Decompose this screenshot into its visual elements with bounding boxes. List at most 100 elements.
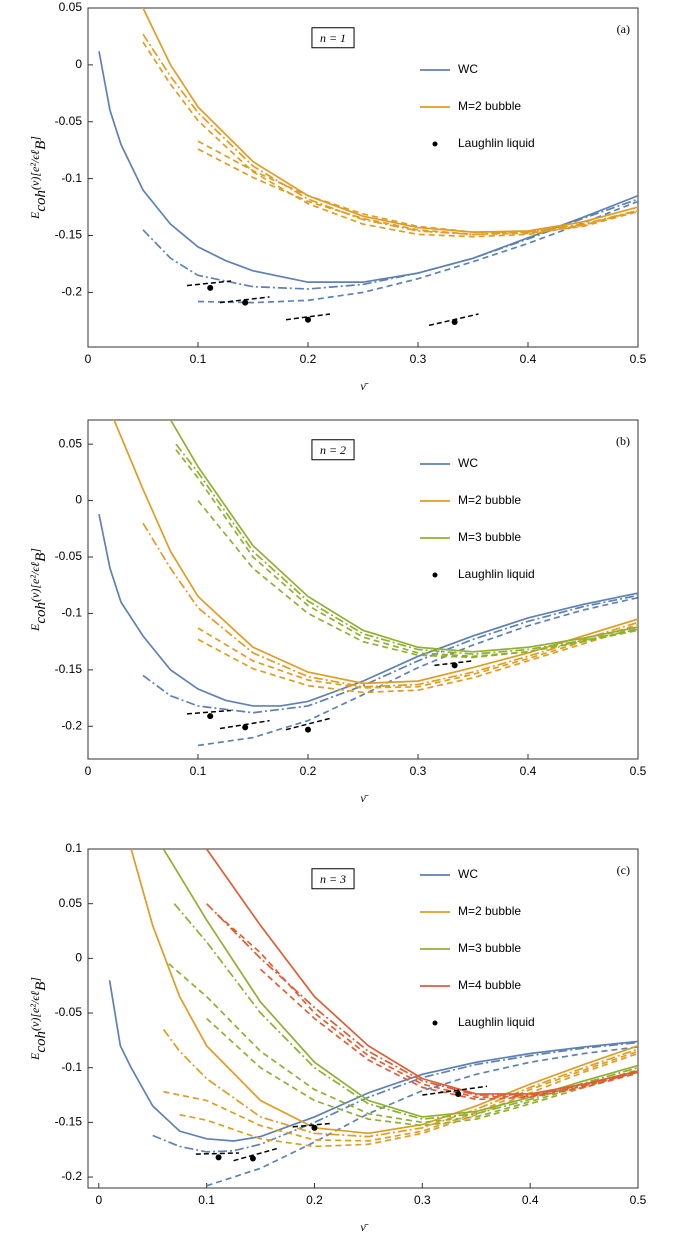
point (305, 316, 311, 323)
curve (197, 500, 638, 659)
x-tick-label: 0.2 (300, 352, 317, 366)
point (249, 1155, 256, 1162)
panel: 0 0.1 0.2 0.3 0.4 0.5 -0.2 -0.15 -0.1 -0.05 0 0.05 ν… (28, 0, 647, 393)
x-axis-label: ν̄ (360, 791, 368, 805)
panel: 0 0.1 0.2 0.3 0.4 0.5 -0.2 -0.15 -0.1 -0.05 0 0.05 ν… (28, 419, 647, 805)
y-tick-label: -0.2 (61, 718, 82, 732)
y-axis-label-part: E (28, 1052, 42, 1061)
curve (197, 623, 638, 689)
curve (168, 963, 638, 1124)
x-tick-label: 0 (85, 764, 92, 778)
curve (205, 849, 638, 1095)
panel-label: (b) (616, 434, 630, 448)
y-axis-label-part: ] (28, 977, 42, 983)
tangent-segment (195, 1152, 239, 1155)
curve (175, 449, 638, 658)
y-tick-label: 0 (75, 493, 82, 507)
y-tick-label: -0.2 (61, 1169, 82, 1183)
curve (206, 903, 638, 1096)
curve (197, 200, 638, 304)
curve (169, 420, 638, 653)
x-tick-label: 0.3 (414, 1193, 431, 1207)
curve (175, 443, 638, 655)
tangent-segment (285, 313, 331, 321)
y-axis-label-part: (ν)[e²/ϵℓ (28, 562, 42, 602)
legend-label: WC (458, 456, 478, 470)
y-tick-label: -0.1 (61, 606, 82, 620)
curve (197, 148, 638, 236)
curve (142, 41, 638, 238)
legend-label: M=3 bubble (458, 530, 521, 544)
legend-swatch (432, 1020, 438, 1026)
point (215, 1154, 222, 1161)
panel: 0 0.1 0.2 0.3 0.4 0.5 -0.2 -0.15 -0.1 -0.05 0 0.05 0… (28, 841, 647, 1234)
x-tick-label: 0.1 (190, 352, 207, 366)
legend-swatch (432, 141, 438, 147)
legend-label: Laughlin liquid (458, 1015, 535, 1029)
point (242, 724, 249, 731)
y-axis-label-part: coh (33, 1031, 49, 1053)
curve (142, 522, 638, 688)
y-axis-label-part: B (33, 141, 49, 150)
tangent-segment (186, 709, 232, 715)
y-tick-label: -0.05 (55, 549, 83, 563)
x-axis-label: ν̄ (360, 379, 368, 393)
legend-label: M=2 bubble (458, 99, 521, 113)
curve (259, 968, 638, 1101)
y-tick-label: -0.15 (55, 662, 83, 676)
y-axis-label-part: (ν)[e²/ϵℓ (28, 150, 42, 190)
x-tick-label: 0.5 (630, 352, 647, 366)
point (305, 726, 311, 733)
x-tick-label: 0 (85, 352, 92, 366)
curve (108, 980, 638, 1142)
x-tick-label: 0.5 (630, 764, 647, 778)
plot-frame (87, 7, 639, 348)
y-tick-label: 0.1 (65, 841, 82, 855)
y-tick-label: -0.15 (55, 228, 83, 242)
y-axis-label-part: coh (33, 190, 49, 212)
x-tick-label: 0.2 (306, 1193, 323, 1207)
y-tick-label: -0.2 (61, 285, 82, 299)
legend-label: M=3 bubble (458, 941, 521, 955)
x-tick-label: 0.4 (520, 764, 537, 778)
y-tick-label: -0.05 (55, 114, 83, 128)
y-axis-label-part: B (33, 553, 49, 562)
plot-area (108, 849, 638, 1187)
x-tick-label: 0.1 (190, 764, 207, 778)
plot-area (98, 8, 638, 327)
y-axis-label: Ecoh(ν)[e²/ϵℓB] (28, 136, 50, 220)
curve (173, 903, 638, 1120)
x-tick-label: 0.3 (410, 352, 427, 366)
curve (98, 51, 638, 284)
curve (130, 849, 638, 1135)
legend-label: Laughlin liquid (458, 136, 535, 150)
curve (142, 594, 638, 714)
plot-frame (87, 848, 639, 1189)
x-axis-label: ν̄ (360, 1220, 368, 1234)
curve (179, 1052, 638, 1148)
plot-frame (87, 419, 639, 760)
x-tick-label: 0.5 (630, 1193, 647, 1207)
legend-label: M=2 bubble (458, 904, 521, 918)
y-tick-label: 0.05 (59, 896, 83, 910)
y-tick-label: -0.1 (61, 1060, 82, 1074)
y-tick-label: -0.15 (55, 1115, 83, 1129)
point (311, 1124, 318, 1131)
legend-label: M=2 bubble (458, 493, 521, 507)
y-tick-label: 0 (75, 57, 82, 71)
curve (197, 596, 638, 747)
curve (142, 8, 638, 233)
panel-label: (c) (617, 863, 630, 877)
y-axis-label: Ecoh(ν)[e²/ϵℓB] (28, 548, 50, 632)
y-tick-label: 0 (75, 951, 82, 965)
annotation-box (311, 868, 355, 890)
legend-swatch (432, 572, 438, 578)
y-axis-label-part: coh (33, 602, 49, 624)
point (242, 299, 249, 306)
x-tick-label: 0.4 (522, 1193, 539, 1207)
panel-label: (a) (617, 22, 630, 36)
tangent-segment (186, 280, 232, 287)
point (455, 1090, 462, 1097)
y-axis-label-part: E (28, 211, 42, 220)
